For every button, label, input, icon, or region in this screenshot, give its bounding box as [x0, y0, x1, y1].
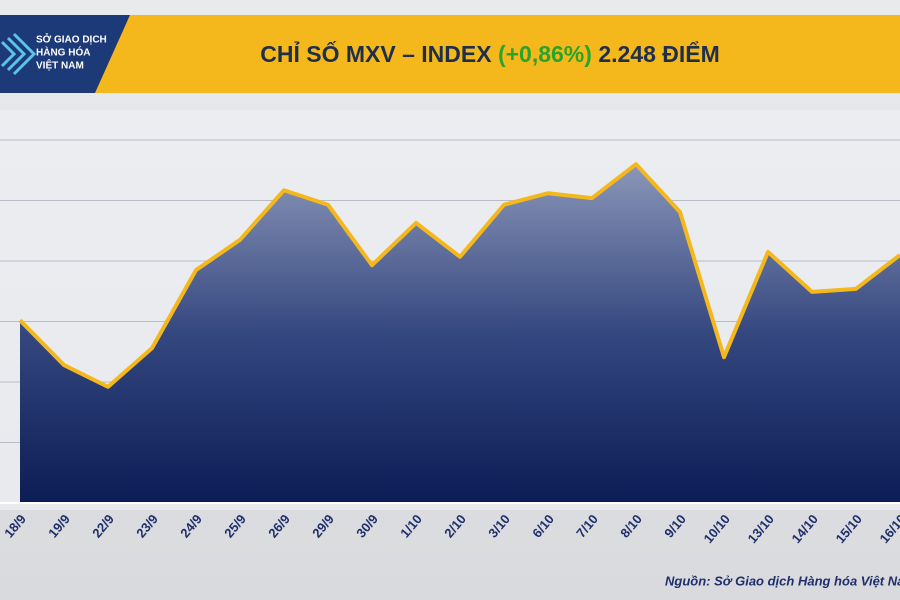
title-value: 2.248 ĐIỂM	[598, 40, 719, 67]
chart-title: CHỈ SỐ MXV – INDEX (+0,86%) 2.248 ĐIỂM	[260, 39, 720, 67]
logo-text: HÀNG HÓA	[36, 46, 90, 59]
source-note: Nguồn: Sở Giao dịch Hàng hóa Việt Nam	[665, 573, 900, 588]
title-main: CHỈ SỐ MXV – INDEX	[260, 39, 492, 67]
line	[18, 162, 900, 389]
logo-text: VIỆT NAM	[36, 59, 84, 72]
logo-text: SỞ GIAO DỊCH	[36, 33, 107, 46]
logo-panel	[0, 15, 130, 93]
logo-icon	[0, 32, 37, 76]
title-change: (+0,86%)	[498, 41, 592, 67]
header-band	[0, 15, 900, 93]
area	[20, 164, 900, 503]
